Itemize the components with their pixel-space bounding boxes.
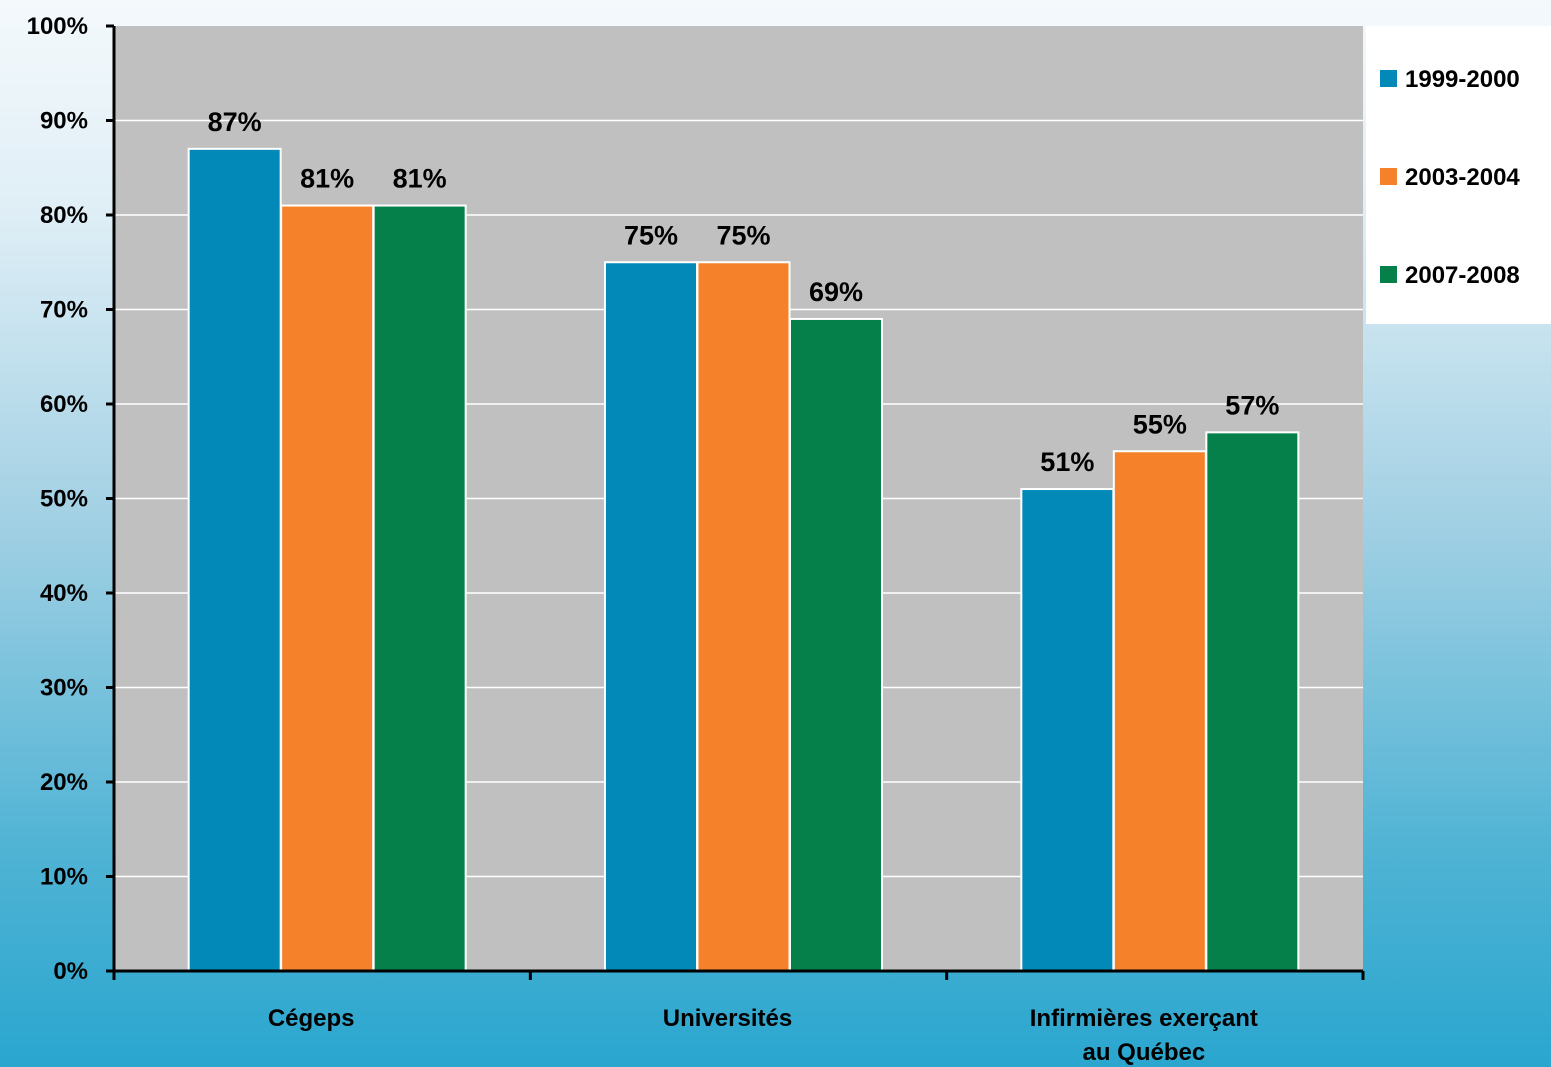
data-label: 75%	[716, 220, 770, 250]
bar-2003-2004	[1112, 450, 1207, 972]
data-labels: 87% 81% 81% 75% 75% 69% 51% 55% 57%	[208, 107, 1280, 477]
data-label: 81%	[393, 164, 447, 194]
y-tick-label: 60%	[40, 391, 88, 418]
bars	[187, 147, 1300, 973]
bar-2007-2008	[1205, 431, 1300, 973]
y-tick-label: 0%	[53, 958, 88, 985]
y-tick-label: 40%	[40, 580, 88, 607]
legend: 1999-2000 2003-2004 2007-2008	[1366, 26, 1551, 324]
y-tick-label: 30%	[40, 675, 88, 702]
y-tick-label: 90%	[40, 108, 88, 135]
data-label: 55%	[1133, 409, 1187, 439]
data-label: 75%	[624, 220, 678, 250]
x-category-label: Infirmières exerçant	[1030, 1005, 1258, 1032]
x-category-label: Universités	[663, 1005, 792, 1032]
y-tick-label: 50%	[40, 486, 88, 513]
data-label: 51%	[1040, 447, 1094, 477]
bar-2003-2004	[696, 261, 791, 972]
bar-1999-2000	[1020, 488, 1115, 972]
legend-swatch	[1380, 266, 1397, 283]
x-category-label: au Québec	[1082, 1039, 1205, 1066]
y-tick-label: 10%	[40, 864, 88, 891]
legend-swatch	[1380, 168, 1397, 185]
data-label: 87%	[208, 107, 262, 137]
y-tick-label: 100%	[27, 13, 88, 40]
legend-label: 2003-2004	[1405, 164, 1520, 191]
x-axis-ticks: Cégeps Universités Infirmières exerçant au …	[112, 971, 1365, 1066]
y-tick-label: 70%	[40, 297, 88, 324]
legend-label: 1999-2000	[1405, 66, 1520, 93]
legend-label: 2007-2008	[1405, 262, 1520, 289]
y-tick-label: 20%	[40, 769, 88, 796]
data-label: 69%	[809, 277, 863, 307]
bar-2007-2008	[789, 317, 883, 972]
y-tick-label: 80%	[40, 202, 88, 229]
bar-2007-2008	[372, 204, 467, 973]
bar-2003-2004	[280, 204, 375, 973]
data-label: 57%	[1225, 390, 1279, 420]
data-label: 81%	[300, 164, 354, 194]
legend-swatch	[1380, 70, 1397, 87]
y-axis-ticks: 0% 10% 20% 30% 40% 50% 60% 70% 80% 90% 100%	[27, 13, 114, 985]
x-category-label: Cégeps	[268, 1005, 355, 1032]
bar-1999-2000	[187, 147, 282, 973]
bar-1999-2000	[604, 261, 698, 972]
